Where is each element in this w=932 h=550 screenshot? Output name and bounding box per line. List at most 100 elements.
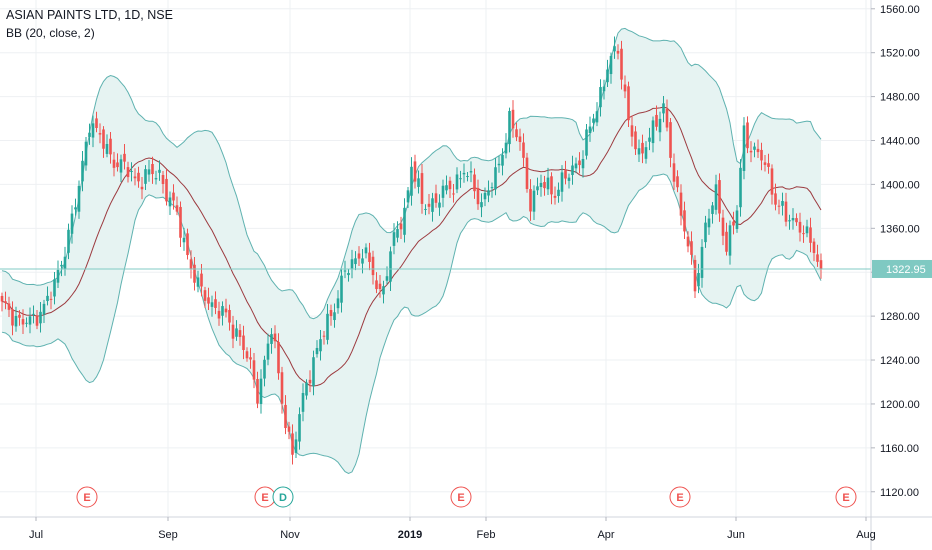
candle	[368, 242, 371, 271]
candle-body	[812, 241, 816, 253]
candle-body	[259, 378, 263, 404]
candle	[718, 173, 721, 222]
candle-body	[445, 185, 448, 191]
candle	[564, 160, 567, 185]
candle-body	[746, 122, 749, 149]
candle	[105, 134, 109, 158]
candle-body	[466, 176, 469, 178]
candle-body	[735, 210, 739, 229]
candle-body	[774, 193, 777, 205]
chart-legend: ASIAN PAINTS LTD, 1D, NSE BB (20, close,…	[6, 6, 173, 42]
candle	[98, 123, 102, 144]
candle-body	[147, 169, 151, 175]
candle	[592, 113, 595, 132]
candle-body	[273, 333, 277, 342]
candle	[406, 187, 410, 209]
candle-body	[231, 324, 235, 339]
candle-body	[487, 190, 490, 196]
candle-body	[186, 233, 189, 256]
candle	[469, 161, 473, 183]
candle	[308, 370, 312, 393]
earnings-event-marker[interactable]: E	[835, 486, 857, 508]
candle	[627, 81, 630, 127]
candle	[228, 304, 231, 331]
candle	[763, 155, 767, 172]
price-tick-label: 1360.00	[880, 223, 920, 235]
candle	[746, 116, 749, 154]
candle	[109, 132, 112, 164]
price-axis[interactable]: 1560.00 1520.00 1480.00 1440.00 1400.00 1360.…	[870, 0, 932, 550]
candle-body	[312, 357, 315, 387]
candle	[168, 191, 172, 216]
candle	[249, 347, 252, 369]
time-axis[interactable]: Jul Sep Nov 2019 Feb Apr Jun Aug	[0, 516, 932, 541]
candle-body	[4, 301, 7, 304]
candle-body	[749, 150, 753, 153]
candle-body	[382, 286, 385, 295]
candle-body	[756, 148, 760, 153]
candle-body	[105, 143, 109, 154]
candle	[396, 221, 399, 243]
candle	[189, 250, 193, 279]
price-tick-label: 1160.00	[880, 443, 919, 455]
candle	[277, 333, 280, 380]
candle-body	[133, 176, 137, 179]
candle-body	[214, 299, 217, 308]
candle-body	[553, 195, 557, 198]
candle-body	[175, 205, 179, 212]
candle	[543, 175, 546, 196]
candle-body	[557, 189, 560, 197]
candle-body	[217, 310, 221, 319]
candle-body	[441, 185, 445, 198]
candle-body	[375, 280, 378, 290]
candle-body	[403, 207, 406, 235]
candle	[721, 209, 725, 246]
candle-body	[588, 126, 592, 134]
candle-body	[91, 123, 95, 138]
candle	[77, 180, 81, 219]
candle-body	[413, 161, 417, 182]
indicator-label[interactable]: BB (20, close, 2)	[6, 26, 95, 40]
candle-body	[228, 310, 231, 323]
candle	[224, 298, 228, 318]
candle-body	[74, 207, 77, 210]
candle	[487, 180, 490, 203]
candle	[613, 36, 616, 59]
candle	[280, 366, 284, 414]
candle	[420, 163, 424, 214]
event-label: E	[261, 492, 268, 504]
candle	[186, 228, 189, 260]
candle	[434, 184, 438, 208]
dividend-event-marker[interactable]: D	[272, 486, 294, 508]
event-circle	[450, 486, 472, 508]
candle	[298, 407, 301, 450]
candle-body	[112, 159, 116, 168]
candle	[74, 198, 77, 216]
earnings-event-marker[interactable]: E	[669, 486, 691, 508]
candle-body	[329, 310, 333, 317]
candle	[270, 328, 273, 354]
candle	[690, 231, 693, 265]
candle-body	[42, 303, 46, 315]
candle	[651, 116, 655, 153]
candle	[620, 40, 623, 90]
candle-body	[11, 309, 14, 326]
candle	[410, 157, 413, 206]
candle-body	[364, 247, 368, 254]
earnings-event-marker[interactable]: E	[76, 486, 98, 508]
candle	[595, 102, 599, 127]
candle	[767, 153, 770, 174]
candle-body	[504, 142, 508, 154]
candle	[483, 187, 487, 207]
earnings-event-marker[interactable]: E	[450, 486, 472, 508]
candle	[452, 184, 455, 203]
candle-body	[718, 180, 721, 214]
candle	[791, 208, 795, 230]
earnings-event-marker[interactable]: E	[254, 486, 276, 508]
candle-body	[501, 154, 504, 166]
candle-body	[140, 186, 144, 190]
candle	[522, 133, 525, 167]
symbol-title[interactable]: ASIAN PAINTS LTD, 1D, NSE	[6, 8, 173, 22]
